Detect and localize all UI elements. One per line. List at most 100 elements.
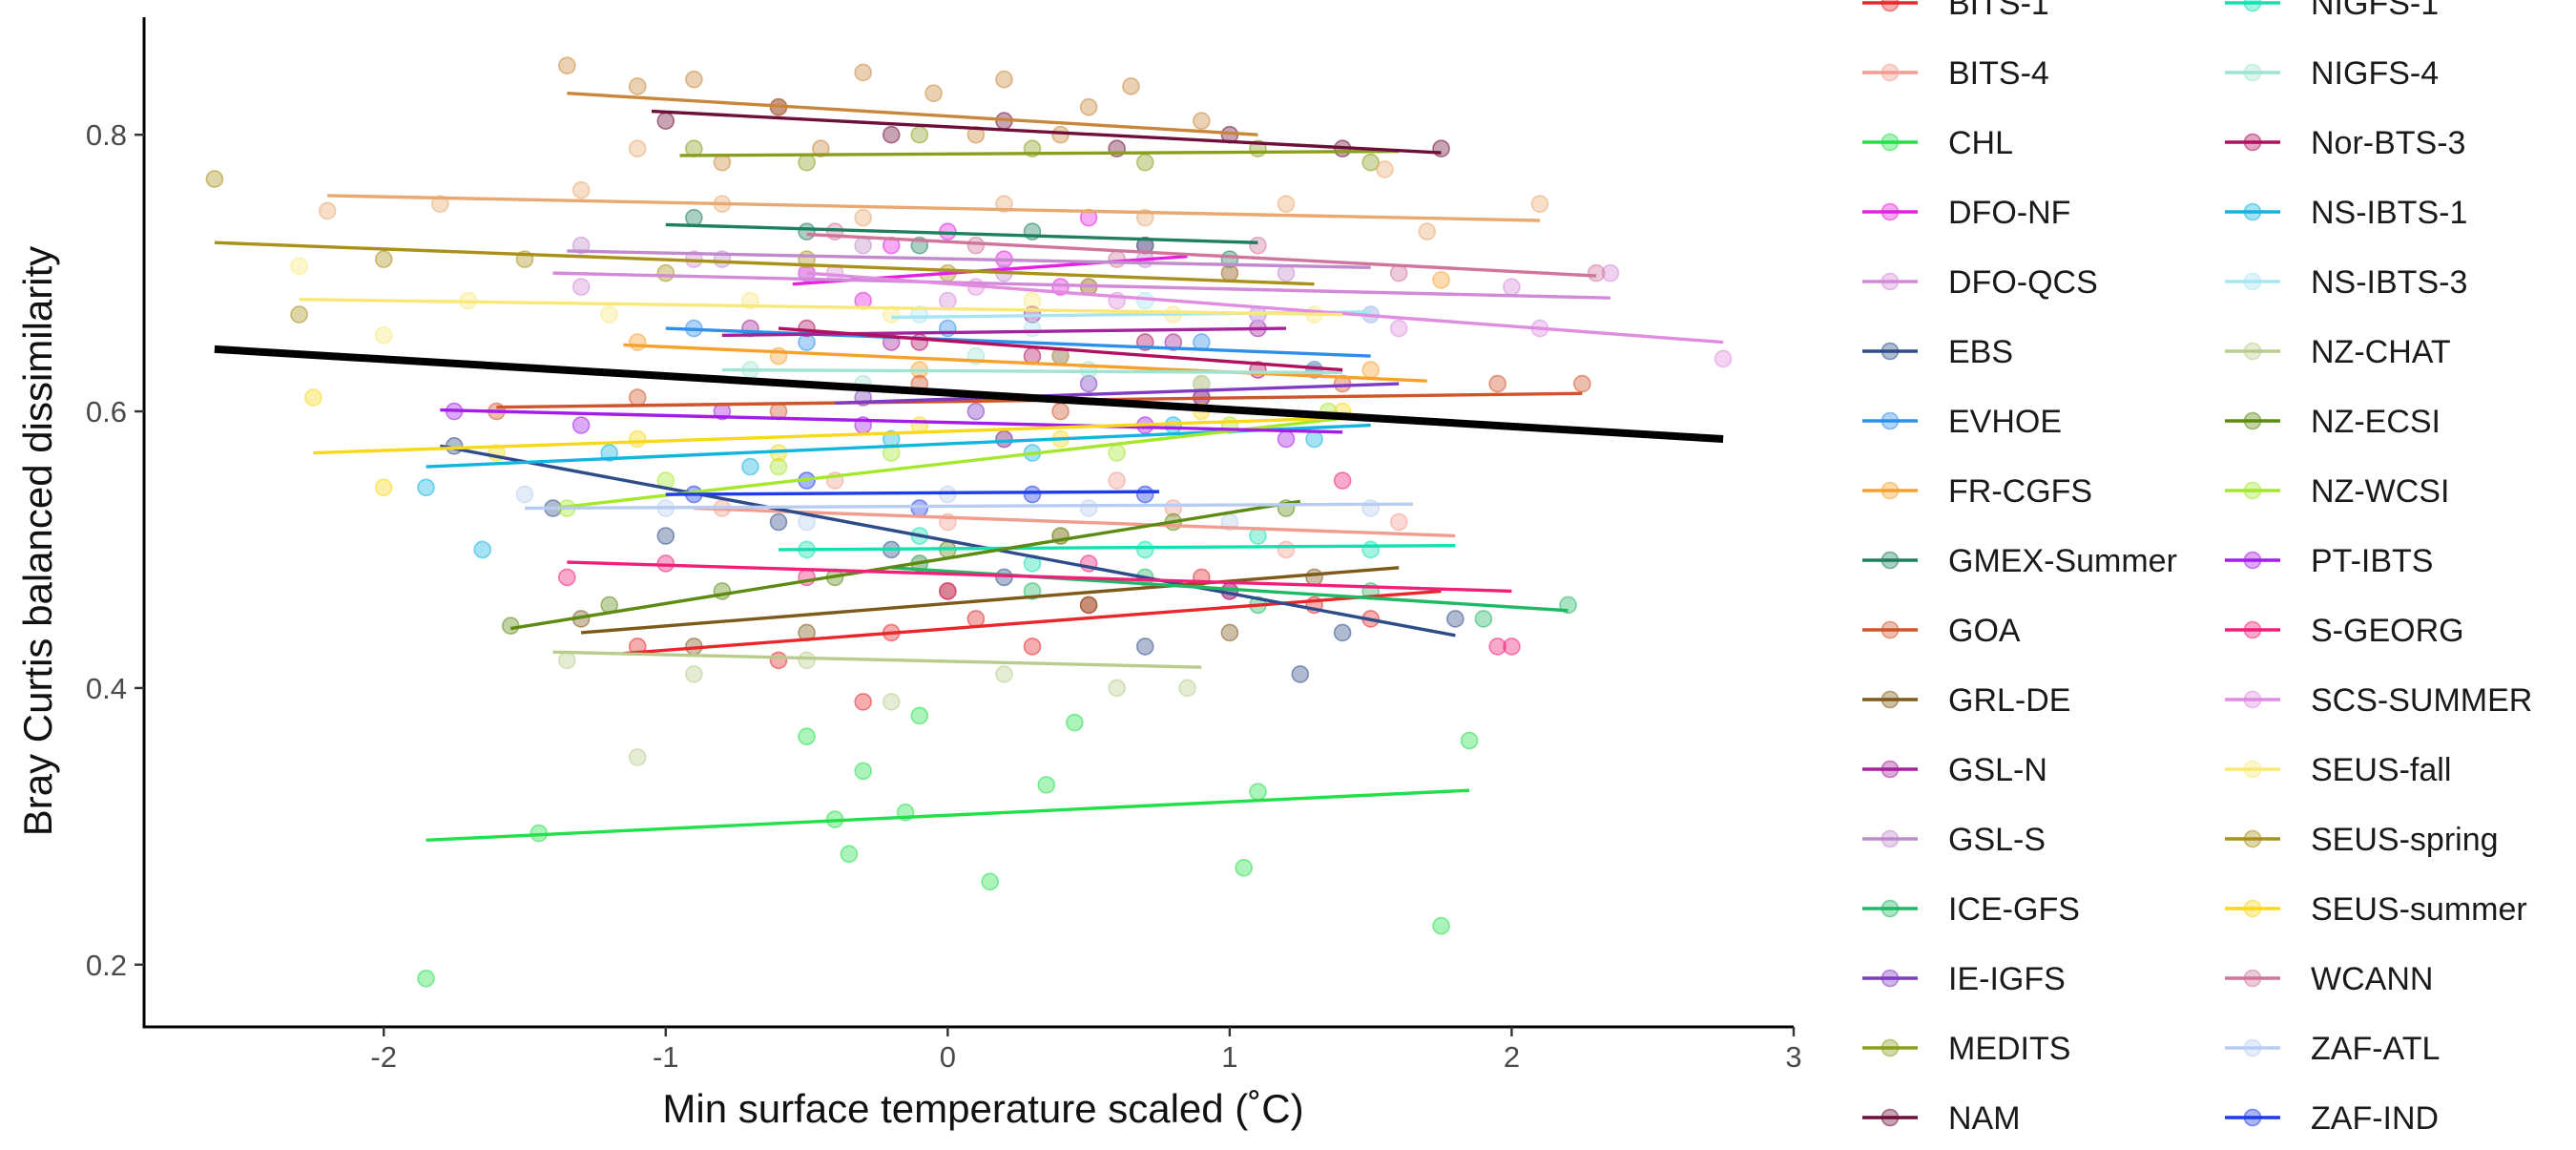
- legend-key-point-nam: [1880, 1108, 1900, 1127]
- legend-key-point-fr-cgfs: [1880, 481, 1900, 500]
- fit-line-fr-cgfs: [623, 343, 1427, 383]
- legend-label-evhoe: EVHOE: [1948, 404, 2062, 440]
- data-point-nigfs-1-3: [1135, 540, 1154, 559]
- legend-key-point-ebs: [1880, 342, 1900, 361]
- data-point-pt-ibts-4: [995, 429, 1013, 449]
- data-point-ice-gfs-5: [1474, 610, 1493, 628]
- legend-label-nz-ecsi: NZ-ECSI: [2311, 404, 2441, 440]
- legend-label-fr-cgfs: FR-CGFS: [1948, 473, 2092, 510]
- data-point-chl-4: [854, 762, 872, 781]
- fit-line-scs-summer: [806, 271, 1724, 345]
- data-point-zaf-atl-6: [1361, 499, 1380, 517]
- legend-label-nz-chat: NZ-CHAT: [2311, 334, 2451, 370]
- data-point-chl-8: [1066, 713, 1084, 732]
- data-point-gmex-summer-1: [798, 222, 816, 240]
- data-point-zaf-ind-4: [1135, 485, 1154, 504]
- legend-label-zaf-atl: ZAF-ATL: [2311, 1031, 2440, 1067]
- y-tick-label-0: 0.2: [86, 949, 127, 982]
- legend-key-point-bits-4: [1880, 63, 1900, 82]
- fit-line-gmex-summer: [665, 222, 1258, 244]
- data-point-s-georg-8: [1503, 638, 1521, 656]
- data-point-nz-chat-7: [1178, 679, 1196, 698]
- data-point-nz-chat-1: [628, 748, 647, 766]
- fit-line-s-georg: [567, 560, 1512, 594]
- data-point-fr-cgfs-6: [1432, 271, 1450, 289]
- fit-line-ie-igfs: [835, 382, 1400, 406]
- data-point-seus-spring-1: [290, 305, 308, 324]
- data-point-nam-7: [1432, 139, 1450, 157]
- data-point-nam-2: [882, 125, 901, 144]
- data-point-series-34-2: [685, 70, 703, 89]
- data-point-series-34-13: [1051, 125, 1070, 144]
- data-point-gsl-s-2: [854, 236, 872, 255]
- data-point-gsl-n-3: [1164, 333, 1183, 351]
- data-point-series-35-2: [571, 180, 591, 199]
- data-point-ns-ibts-3-1: [1023, 319, 1042, 338]
- data-point-nam-0: [656, 112, 675, 130]
- data-point-zaf-ind-3: [1023, 485, 1042, 504]
- x-tick-label-5: 3: [1785, 1040, 1801, 1074]
- legend-label-pt-ibts: PT-IBTS: [2311, 543, 2433, 579]
- fit-line-gsl-s: [567, 249, 1371, 270]
- data-point-chl-0: [417, 969, 435, 988]
- legend-label-s-georg: S-GEORG: [2311, 613, 2464, 649]
- legend-label-nigfs-1: NIGFS-1: [2311, 0, 2439, 22]
- legend-key-point-goa: [1880, 620, 1900, 639]
- data-point-zaf-ind-2: [910, 499, 929, 517]
- data-point-wcann-5: [1587, 263, 1606, 282]
- legend-label-gsl-n: GSL-N: [1948, 752, 2047, 788]
- data-point-series-34-9: [1193, 112, 1211, 130]
- data-point-goa-4: [1051, 402, 1070, 421]
- data-point-dfo-qcs-0: [571, 278, 591, 296]
- legend-key-point-nor-bts-3: [2243, 133, 2262, 152]
- legend-label-chl: CHL: [1948, 125, 2013, 161]
- data-point-ns-ibts-1-7: [1305, 429, 1323, 449]
- data-point-scs-summer-6: [1714, 349, 1733, 368]
- data-point-s-georg-0: [558, 568, 576, 587]
- fit-line-series-35: [327, 194, 1541, 222]
- fit-line-chl: [426, 788, 1470, 843]
- data-point-pt-ibts-6: [1277, 429, 1296, 449]
- legend-key-point-grl-de: [1880, 690, 1900, 709]
- data-point-ebs-2: [656, 527, 675, 545]
- data-point-series-34-8: [1122, 77, 1140, 95]
- fit-line-nz-ecsi: [509, 499, 1301, 631]
- fit-line-grl-de: [580, 566, 1400, 635]
- data-point-ns-ibts-1-3: [741, 457, 759, 476]
- data-point-chl-11: [1249, 783, 1267, 801]
- data-point-grl-de-6: [1305, 568, 1323, 587]
- legend-key-point-nigfs-1: [2243, 0, 2262, 12]
- data-point-nz-chat-2: [685, 665, 703, 683]
- data-point-chl-10: [1235, 859, 1253, 877]
- y-tick-label-2: 0.6: [86, 395, 127, 429]
- data-point-fr-cgfs-0: [628, 333, 647, 351]
- legend-label-seus-summer: SEUS-summer: [2311, 891, 2527, 928]
- data-point-series-34-12: [812, 139, 830, 157]
- data-point-nigfs-1-5: [1361, 540, 1380, 559]
- data-point-series-34-1: [628, 77, 647, 95]
- legend-key-point-scs-summer: [2243, 690, 2262, 709]
- data-point-seus-spring-0: [205, 170, 224, 188]
- data-point-ns-ibts-3-2: [1135, 291, 1154, 310]
- data-point-zaf-atl-4: [1079, 499, 1098, 517]
- legend-label-nz-wcsi: NZ-WCSI: [2311, 473, 2449, 510]
- legend-label-gsl-s: GSL-S: [1948, 822, 2046, 858]
- data-point-dfo-qcs-3: [939, 291, 957, 310]
- overall-fit-line: [214, 345, 1724, 444]
- data-point-series-35-10: [1376, 160, 1394, 178]
- data-point-chl-2: [798, 727, 816, 745]
- data-point-seus-spring-4: [656, 263, 675, 282]
- data-point-bits-1-3: [966, 610, 986, 628]
- y-axis-title: Bray Curtis balanced dissimilarity: [15, 246, 60, 837]
- legend-key-point-chl: [1880, 133, 1900, 152]
- data-point-ebs-8: [1333, 623, 1352, 642]
- legend-label-goa: GOA: [1948, 613, 2021, 649]
- data-point-medits-2: [910, 125, 929, 144]
- data-point-seus-fall-3: [600, 305, 618, 324]
- legend-label-ebs: EBS: [1948, 334, 2013, 370]
- x-tick-label-4: 2: [1504, 1040, 1520, 1074]
- legend-key-point-ns-ibts-3: [2243, 272, 2262, 291]
- data-point-seus-fall-0: [290, 257, 308, 276]
- data-point-series-34-4: [854, 63, 872, 82]
- data-point-grl-de-5: [1220, 623, 1239, 642]
